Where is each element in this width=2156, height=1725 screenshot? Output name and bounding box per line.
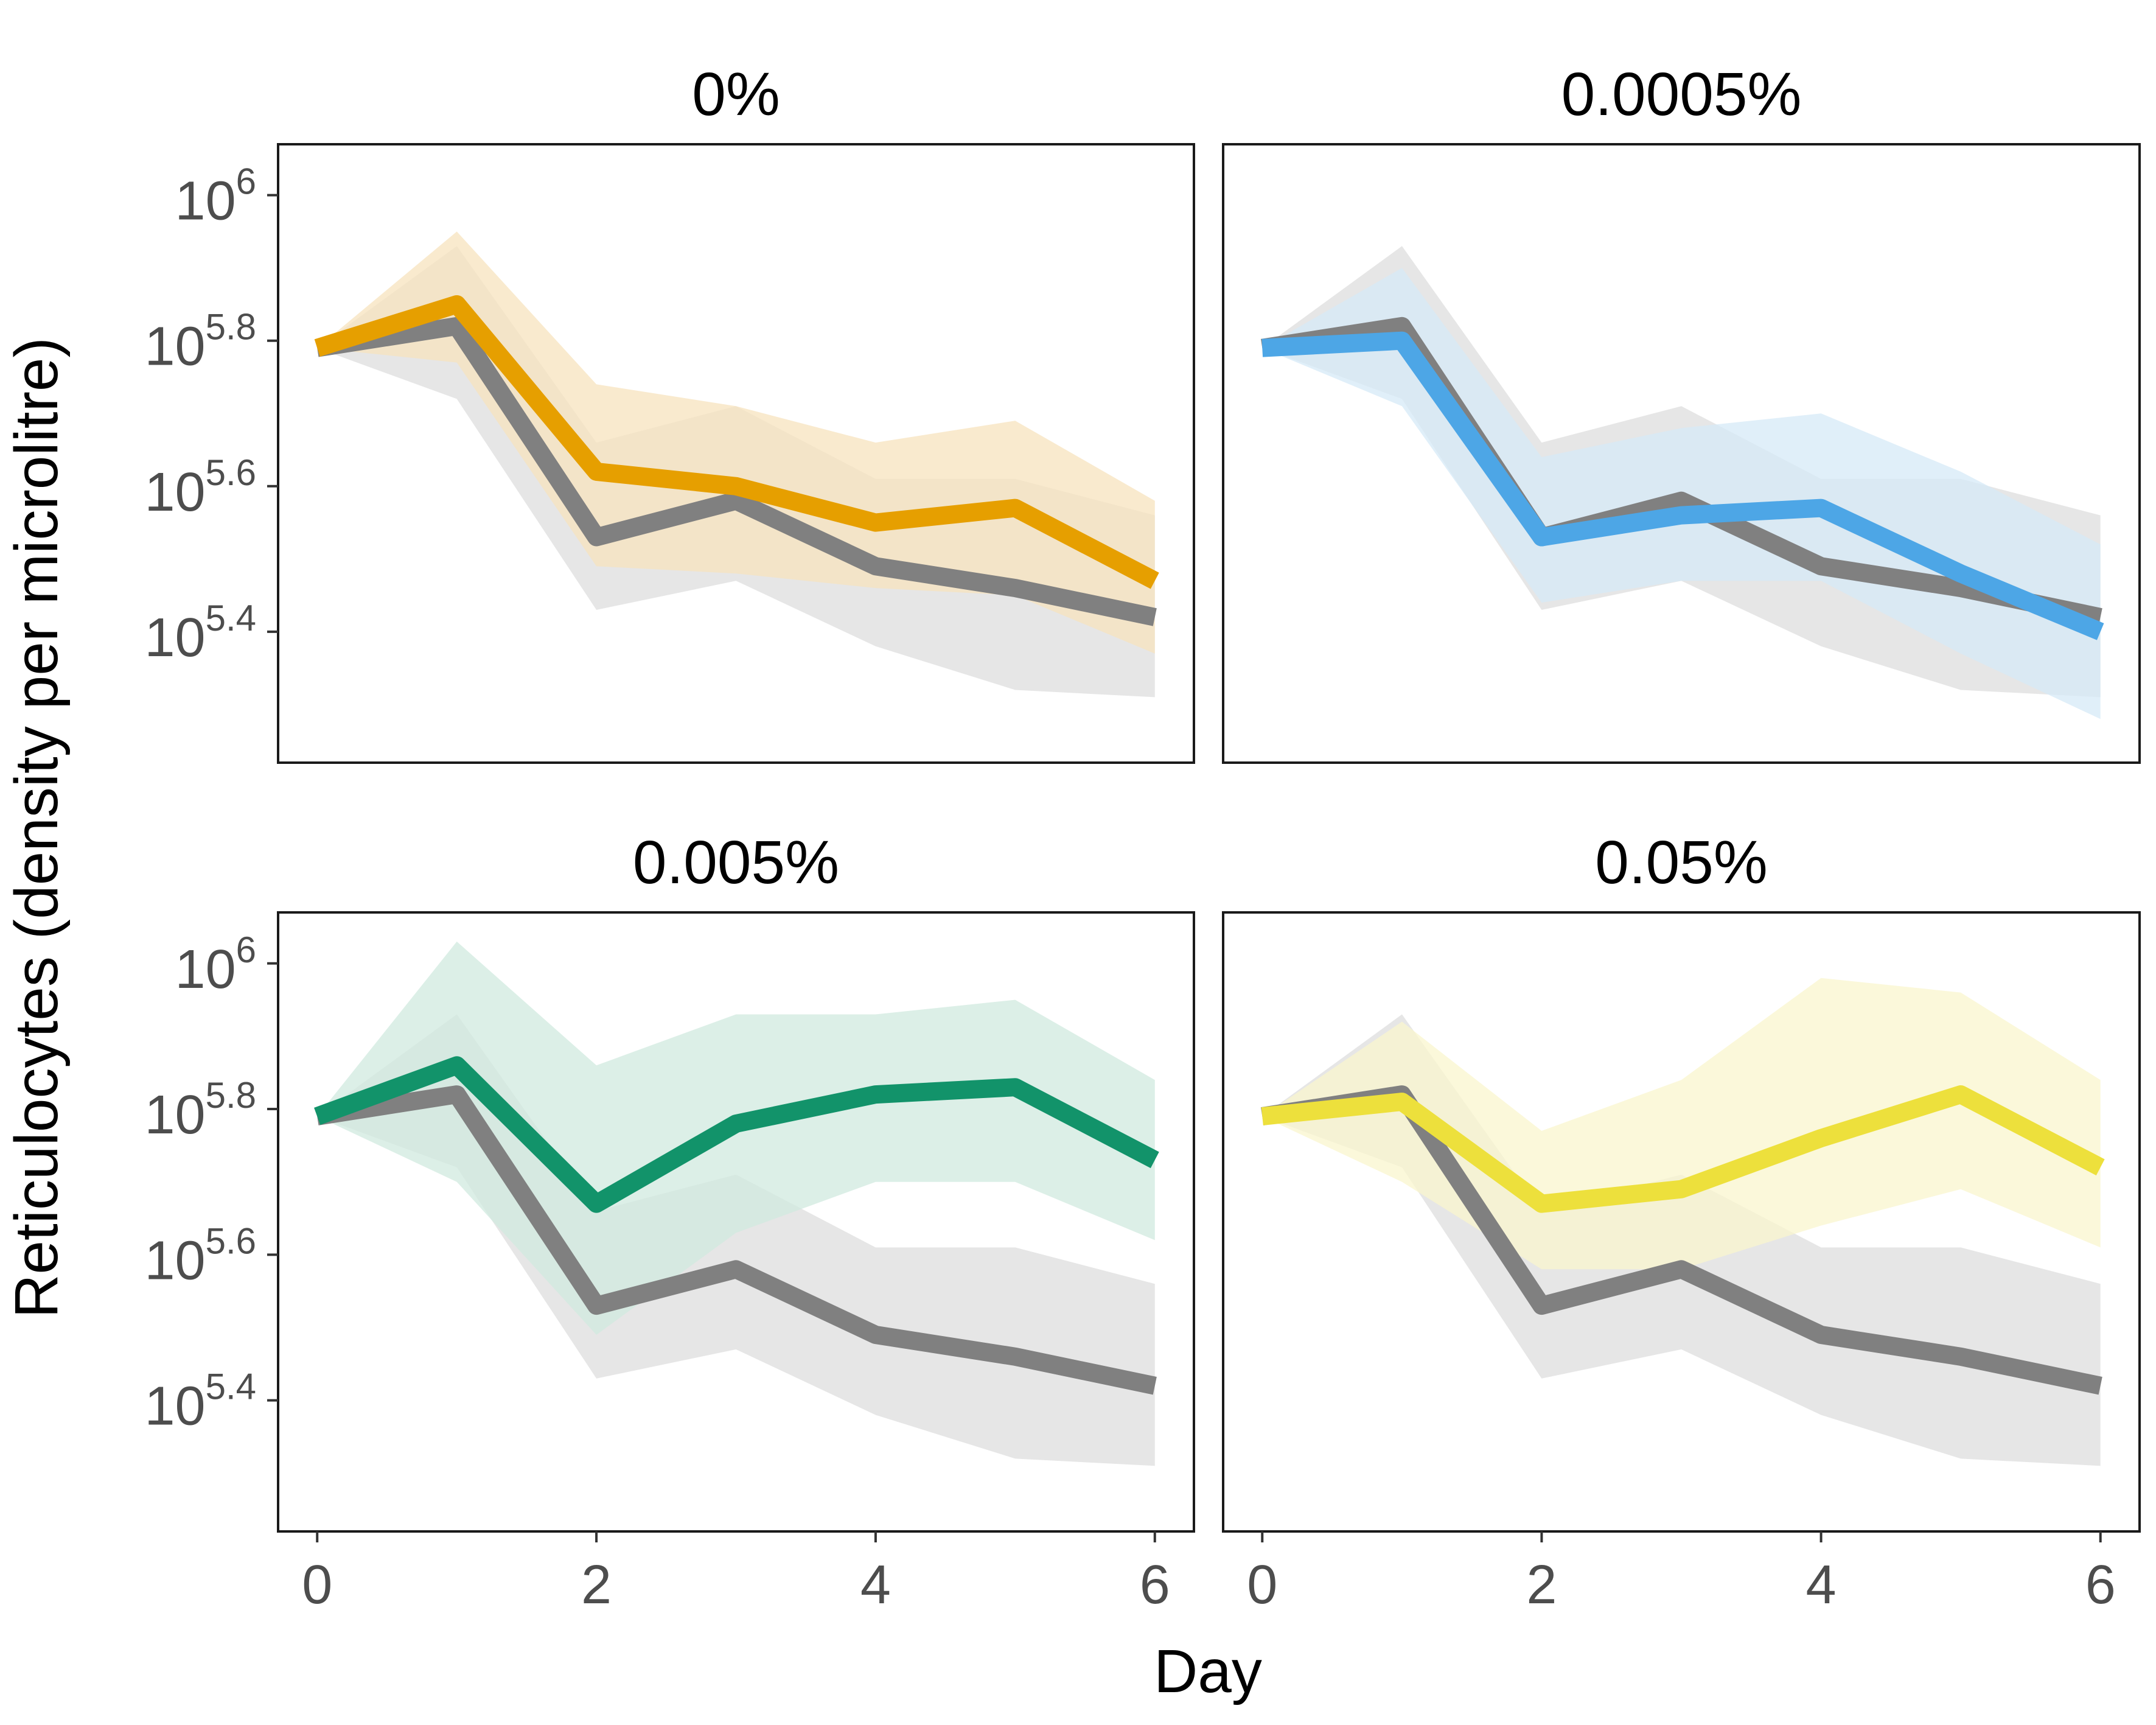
reference-line [315,317,1157,626]
x-tick-label: 4 [1806,1555,1837,1615]
x-tick-label: 2 [581,1555,612,1615]
panel-1: 0.0005% [1222,60,2141,764]
plot-area [314,941,1159,1466]
panel-border [277,143,1195,764]
panel-border [1222,143,2141,764]
plot-area [1260,978,2105,1466]
panel-0: 0% 106 105.8 105.6 105.4 [144,60,1195,764]
y-tick-label: 105.4 [144,598,256,668]
y-tick-label: 105.6 [144,1220,256,1291]
panel-title: 0.005% [633,828,839,897]
series-line [314,295,1159,589]
x-tick-label: 0 [1247,1555,1277,1615]
panel-3: 0.05% 0 2 4 6 [1222,828,2141,1615]
plot-area [314,231,1159,698]
x-tick-label: 2 [1526,1555,1557,1615]
series-line [1261,331,2104,640]
y-tick-label: 106 [175,161,256,232]
panel-border [1222,911,2141,1533]
x-tick-label: 6 [1140,1555,1170,1615]
series-band [317,941,1155,1335]
y-axis-label: Reticulocytes (density per microlitre) [2,337,71,1318]
y-tick-label: 105.8 [144,1075,256,1146]
series-band [317,231,1155,654]
series-line [1261,1085,2105,1213]
panels: 0% 106 105.8 105.6 105.4 0.0005% 0.005% 106 105.… [144,60,2141,1615]
y-tick-label: 105.8 [144,307,256,377]
reference-line [1260,317,2102,626]
panel-2: 0.005% 106 105.8 105.6 105.4 0 2 4 6 [144,828,1195,1615]
panel-title: 0.0005% [1561,60,1802,128]
reference-line [315,1085,1157,1395]
panel-border [277,911,1195,1533]
plot-area [1260,246,2104,719]
x-tick-label: 6 [2085,1555,2116,1615]
panel-title: 0.05% [1595,828,1768,897]
y-tick-label: 105.6 [144,452,256,523]
x-axis-label: Day [1154,1637,1262,1706]
y-tick-label: 105.4 [144,1366,256,1437]
series-line [314,1056,1159,1213]
panel-title: 0% [692,60,780,128]
y-tick-label: 106 [175,929,256,1000]
x-tick-label: 4 [860,1555,891,1615]
x-tick-label: 0 [302,1555,332,1615]
